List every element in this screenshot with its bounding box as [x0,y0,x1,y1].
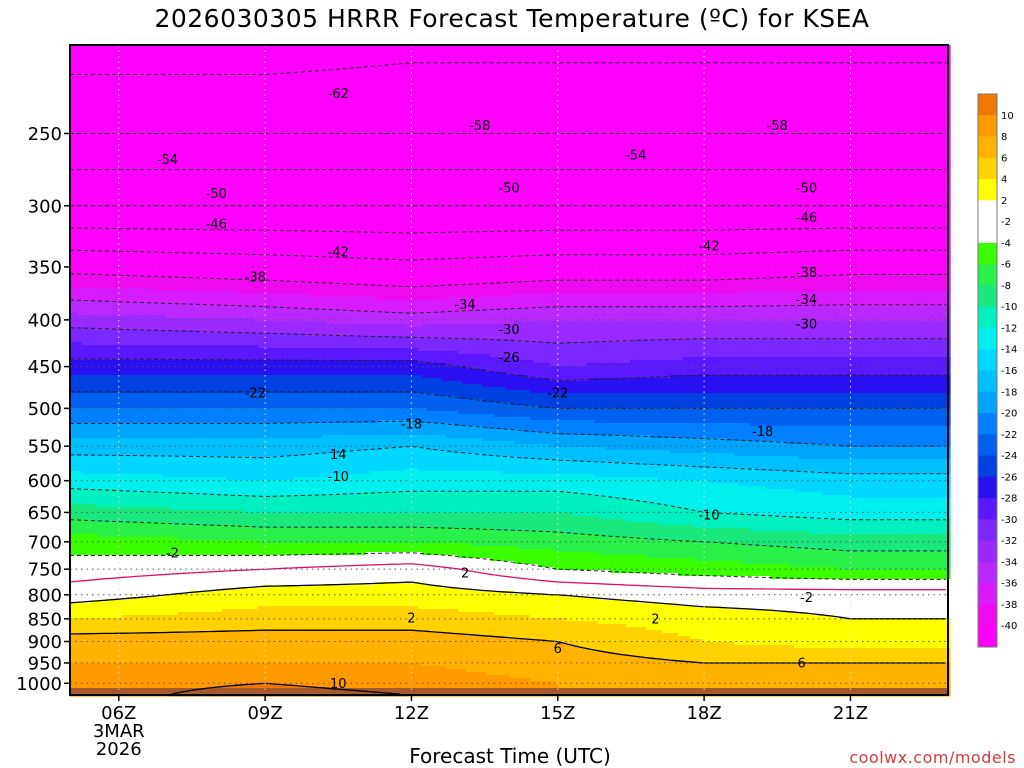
temperature-field [70,45,951,697]
